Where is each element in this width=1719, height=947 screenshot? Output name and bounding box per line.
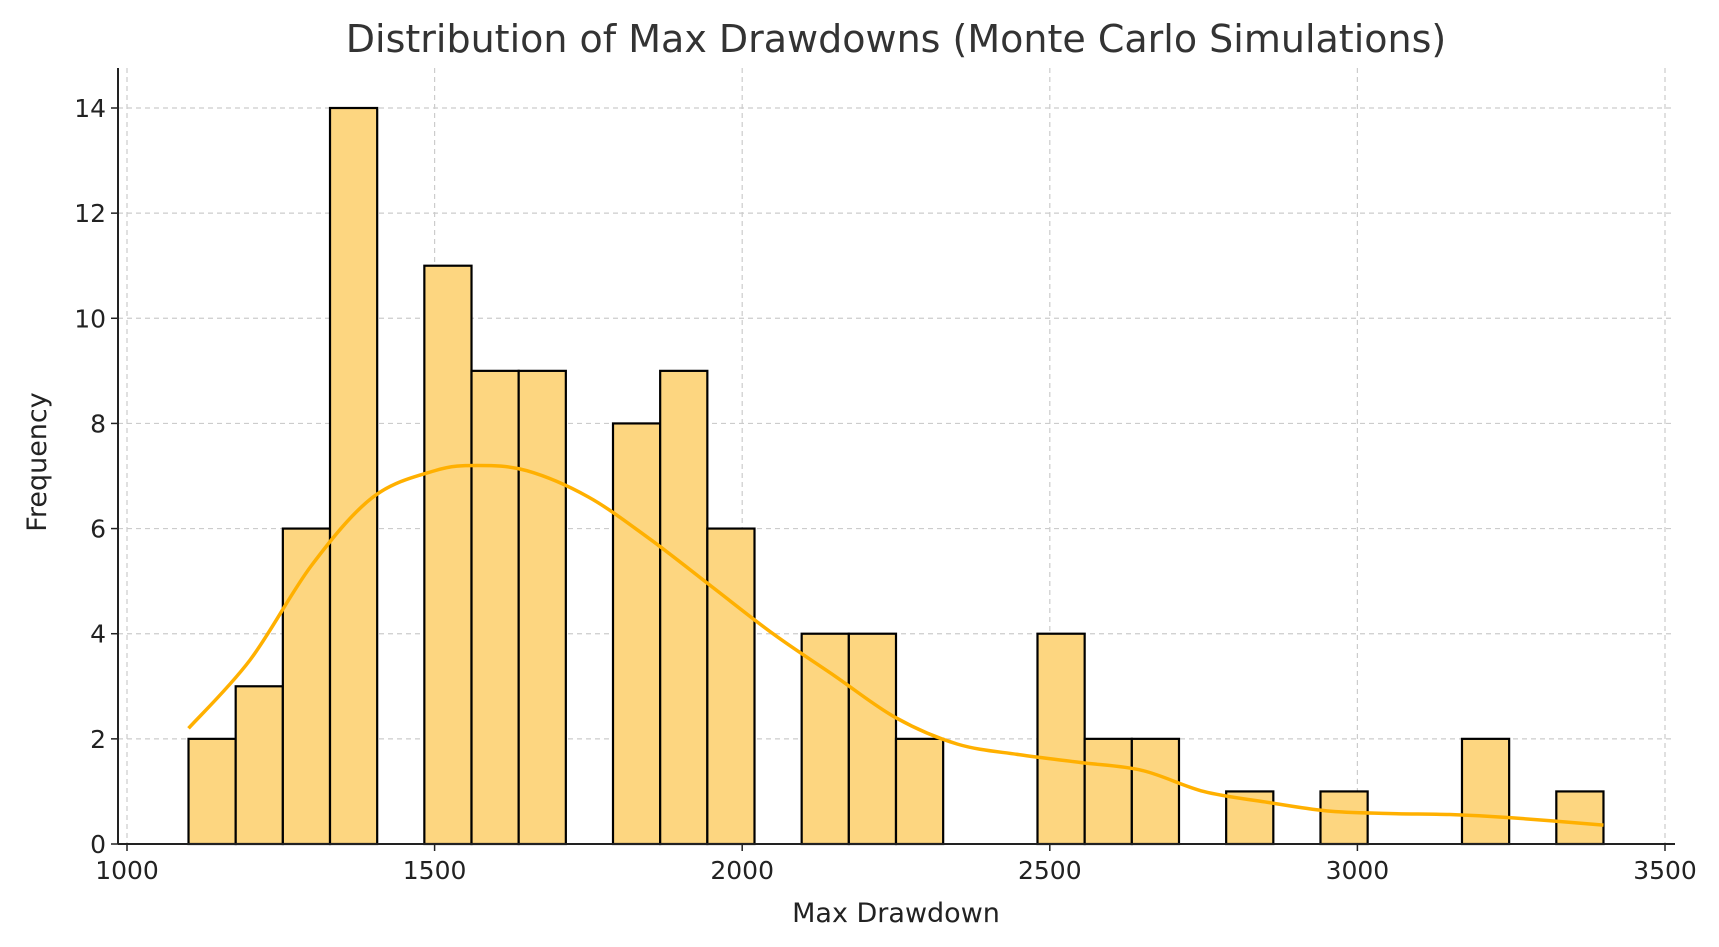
histogram-bar <box>328 106 379 846</box>
x-axis-label: Max Drawdown <box>792 898 1000 929</box>
y-axis-label: Frequency <box>22 392 53 532</box>
x-tick-label: 1500 <box>403 856 467 885</box>
histogram-bar <box>517 369 567 846</box>
histogram-bar <box>1460 737 1511 846</box>
histogram-bar <box>1130 737 1181 846</box>
y-tick-label: 10 <box>74 304 106 333</box>
histogram-bar <box>659 369 709 846</box>
x-tick-label: 2000 <box>710 856 774 885</box>
histogram-bar <box>800 632 850 846</box>
histogram-bar <box>281 527 332 846</box>
histogram-bar <box>847 632 898 846</box>
kde-curve-group <box>187 463 1604 827</box>
y-tick-label: 12 <box>74 199 106 228</box>
y-tick-label: 4 <box>90 620 106 649</box>
histogram-bar <box>706 527 756 846</box>
axes: 1000 1500 2000 2500 3000 3500 0 2 4 6 8 10 12 14 <box>74 68 1697 885</box>
histogram-bar <box>1319 790 1369 846</box>
x-tick-label: 2500 <box>1018 856 1082 885</box>
histogram-bars <box>187 106 1605 846</box>
y-tick-label: 14 <box>74 94 106 123</box>
x-tick-label: 1000 <box>95 856 159 885</box>
y-tick-label: 2 <box>90 725 106 754</box>
chart-title: Distribution of Max Drawdowns (Monte Car… <box>346 17 1446 61</box>
x-tick-label: 3000 <box>1326 856 1390 885</box>
histogram-bar <box>234 685 284 846</box>
y-tick-label: 8 <box>90 409 106 438</box>
y-tick-label: 6 <box>90 515 106 544</box>
histogram-bar <box>1083 737 1133 846</box>
histogram-bar <box>1036 632 1086 846</box>
histogram-bar <box>894 737 945 846</box>
histogram-bar <box>611 422 662 846</box>
histogram-bar <box>423 264 473 846</box>
kde-curve <box>187 463 1604 827</box>
histogram-bar <box>470 369 520 846</box>
histogram-bar <box>187 737 237 846</box>
histogram-bar <box>1555 790 1605 846</box>
y-tick-label: 0 <box>90 830 106 859</box>
x-tick-label: 3500 <box>1633 856 1697 885</box>
